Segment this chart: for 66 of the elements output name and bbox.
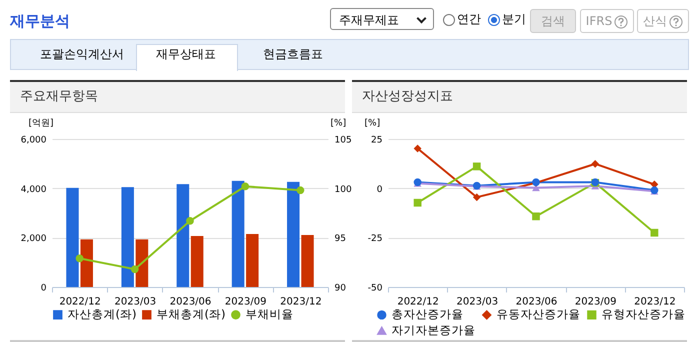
bar [136,239,148,287]
point [186,217,194,225]
point [414,144,422,152]
bar [80,239,93,287]
bar [287,182,300,287]
legend-label: 자산총계(좌) [68,306,136,321]
point [472,193,481,202]
text: IFRS [580,9,634,33]
y2-tick-label: 100 [334,184,352,195]
x-tick-label: 2023/03 [114,296,156,308]
bar [301,234,314,287]
text: 주재무제표 [330,8,434,30]
x-tick-label: 2023/09 [574,296,616,308]
chart-title: 주요재무항목 [10,82,345,113]
bar [176,184,190,287]
x-tick-label: 2022/12 [59,296,101,308]
bar [232,180,244,287]
point [76,254,84,262]
x-tick-label: 2023/09 [224,296,266,308]
bar [246,234,259,287]
point [472,162,481,170]
text: 연간 [457,11,481,28]
y-tick-label: 0 [376,184,383,195]
text: 검색 [530,9,576,33]
x-tick-label: 2023/12 [280,296,322,308]
x-tick-label: 2023/12 [634,296,676,308]
legend-label: 유형자산증가율 [602,306,686,321]
legend-label: 부채총계(좌) [156,306,226,321]
y-tick-label: 4,000 [20,184,47,195]
x-tick-label: 2022/12 [397,296,439,308]
point [532,212,540,220]
point [591,160,600,168]
y2-tick-label: 105 [334,136,352,146]
y-tick-label: -25 [368,234,382,244]
y2-axis-title: [%] [330,118,346,128]
point [296,186,304,194]
point [650,228,658,237]
y-axis-title: [억원] [28,118,54,128]
y-tick-label: -50 [368,284,383,294]
x-tick-label: 2023/06 [170,296,212,308]
y2-tick-label: 90 [334,284,346,294]
bar [190,236,204,287]
bar [66,188,79,287]
text: 재무분석 [10,12,70,31]
x-tick-label: 2023/06 [516,296,558,308]
text: 재무상태표 [156,46,216,63]
text: 산식 [637,9,689,33]
y-axis-title: [%] [364,118,380,128]
text: 현금흐름표 [263,46,323,63]
text: 포괄손익계산서 [40,46,124,63]
x-tick-label: 2023/03 [456,296,498,308]
legend-label: 자기자본증가율 [392,322,476,337]
y-tick-label: 2,000 [20,234,47,244]
legend-label: 유동자산증가율 [496,306,580,321]
point [414,198,422,207]
y2-tick-label: 95 [334,234,346,244]
legend-label: 총자산증가율 [392,306,464,321]
chart-title: 자산성장성지표 [352,82,687,113]
bar [121,187,134,287]
point [130,265,139,274]
y-tick-label: 25 [371,136,382,146]
point [241,182,250,190]
y-tick-label: 6,000 [20,136,47,146]
y-tick-label: 0 [40,284,47,294]
legend-label: 부채비율 [246,306,294,321]
text: 분기 [502,11,526,28]
